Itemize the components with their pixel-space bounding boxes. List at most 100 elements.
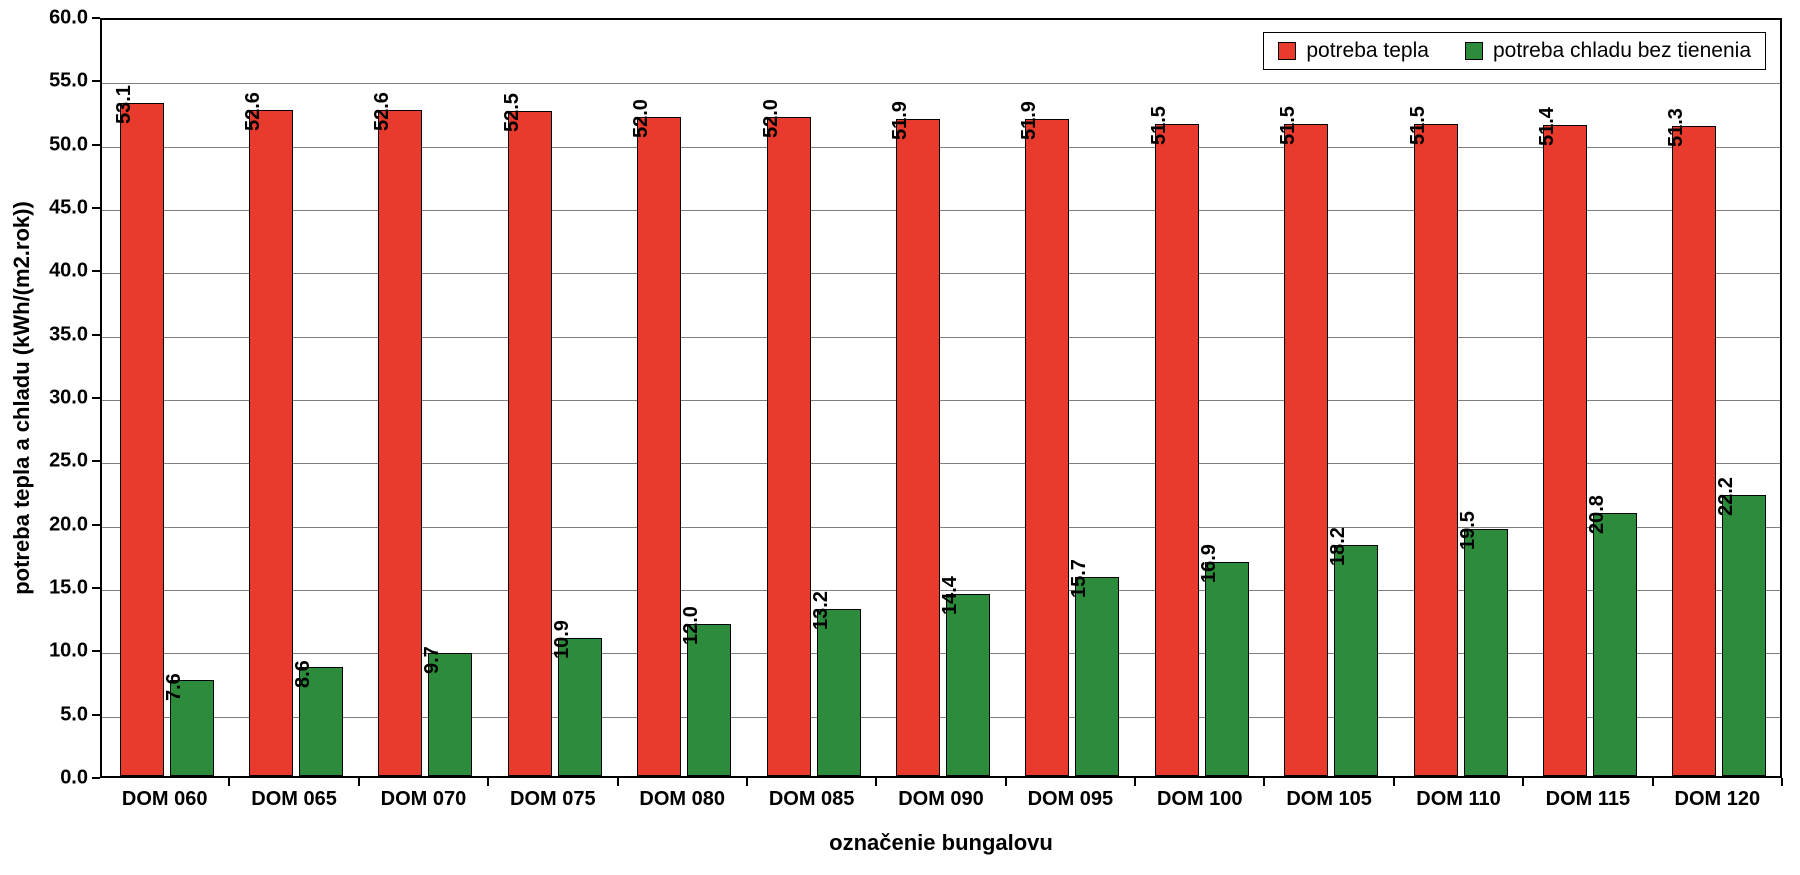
y-tick-mark — [92, 397, 100, 399]
y-tick-label: 10.0 — [42, 640, 88, 663]
y-tick-label: 45.0 — [42, 197, 88, 220]
data-label: 20.8 — [1586, 495, 1609, 534]
y-tick-label: 5.0 — [42, 703, 88, 726]
x-tick-label: DOM 080 — [639, 788, 725, 811]
bar — [508, 111, 552, 776]
data-label: 10.9 — [551, 620, 574, 659]
bar — [637, 117, 681, 776]
y-tick-label: 20.0 — [42, 513, 88, 536]
data-label: 52.0 — [630, 99, 653, 138]
bar — [1593, 513, 1637, 776]
bar — [1334, 545, 1378, 776]
gridline — [102, 147, 1780, 148]
data-label: 51.5 — [1148, 106, 1171, 145]
gridline — [102, 273, 1780, 274]
x-tick-label: DOM 115 — [1546, 788, 1630, 811]
y-tick-mark — [92, 714, 100, 716]
legend-swatch — [1278, 42, 1296, 60]
data-label: 51.9 — [1018, 101, 1041, 140]
y-tick-label: 25.0 — [42, 450, 88, 473]
data-label: 52.6 — [371, 92, 394, 131]
y-tick-mark — [92, 17, 100, 19]
x-tick-label: DOM 060 — [122, 788, 208, 811]
legend: potreba tepla potreba chladu bez tienenia — [1263, 32, 1766, 70]
data-label: 51.5 — [1407, 106, 1430, 145]
x-tick-label: DOM 095 — [1028, 788, 1114, 811]
y-tick-label: 15.0 — [42, 577, 88, 600]
legend-item: potreba chladu bez tienenia — [1465, 39, 1751, 63]
gridline — [102, 653, 1780, 654]
x-tick-label: DOM 120 — [1675, 788, 1761, 811]
data-label: 52.5 — [501, 93, 524, 132]
x-tick-mark — [228, 778, 230, 786]
bar — [1205, 562, 1249, 776]
data-label: 14.4 — [939, 576, 962, 615]
bar — [817, 609, 861, 776]
y-tick-mark — [92, 587, 100, 589]
bar — [1543, 125, 1587, 776]
y-tick-mark — [92, 650, 100, 652]
y-tick-label: 0.0 — [42, 767, 88, 790]
y-tick-label: 50.0 — [42, 133, 88, 156]
bar — [1464, 529, 1508, 776]
y-tick-label: 35.0 — [42, 323, 88, 346]
x-tick-label: DOM 085 — [769, 788, 855, 811]
gridline — [102, 717, 1780, 718]
data-label: 9.7 — [421, 646, 444, 674]
data-label: 15.7 — [1068, 559, 1091, 598]
y-tick-label: 40.0 — [42, 260, 88, 283]
gridline — [102, 210, 1780, 211]
x-axis-title: označenie bungalovu — [829, 830, 1053, 856]
data-label: 12.0 — [680, 606, 703, 645]
bar — [687, 624, 731, 776]
y-tick-label: 55.0 — [42, 70, 88, 93]
data-label: 19.5 — [1457, 511, 1480, 550]
bar — [1155, 124, 1199, 776]
bar — [120, 103, 164, 776]
x-tick-mark — [1652, 778, 1654, 786]
data-label: 51.9 — [889, 101, 912, 140]
bar — [767, 117, 811, 776]
x-tick-label: DOM 070 — [381, 788, 467, 811]
x-tick-label: DOM 100 — [1157, 788, 1243, 811]
gridline — [102, 527, 1780, 528]
x-tick-mark — [1781, 778, 1783, 786]
x-tick-mark — [746, 778, 748, 786]
x-tick-label: DOM 090 — [898, 788, 984, 811]
plot-area: 53.17.652.68.652.69.752.510.952.012.052.… — [100, 18, 1782, 778]
x-tick-label: DOM 105 — [1286, 788, 1372, 811]
gridline — [102, 463, 1780, 464]
x-tick-mark — [358, 778, 360, 786]
x-tick-mark — [875, 778, 877, 786]
data-label: 52.6 — [242, 92, 265, 131]
data-label: 51.5 — [1277, 106, 1300, 145]
data-label: 16.9 — [1198, 544, 1221, 583]
data-label: 52.0 — [760, 99, 783, 138]
bar — [249, 110, 293, 776]
y-tick-label: 60.0 — [42, 7, 88, 30]
bar — [1075, 577, 1119, 776]
bar — [1025, 119, 1069, 776]
bar — [378, 110, 422, 776]
y-axis-title: potreba tepla a chladu (kWh/(m2.rok)) — [9, 201, 35, 595]
x-tick-mark — [1393, 778, 1395, 786]
bar — [946, 594, 990, 776]
gridline — [102, 337, 1780, 338]
legend-item: potreba tepla — [1278, 39, 1429, 63]
data-label: 8.6 — [292, 660, 315, 688]
y-tick-mark — [92, 460, 100, 462]
y-tick-mark — [92, 777, 100, 779]
y-tick-mark — [92, 80, 100, 82]
gridline — [102, 400, 1780, 401]
y-tick-mark — [92, 524, 100, 526]
y-tick-mark — [92, 144, 100, 146]
bar — [1672, 126, 1716, 776]
x-tick-mark — [617, 778, 619, 786]
y-tick-label: 30.0 — [42, 387, 88, 410]
y-tick-mark — [92, 334, 100, 336]
legend-label: potreba tepla — [1306, 39, 1429, 63]
x-tick-label: DOM 075 — [510, 788, 596, 811]
data-label: 13.2 — [810, 591, 833, 630]
bar — [1414, 124, 1458, 776]
x-tick-label: DOM 065 — [251, 788, 337, 811]
